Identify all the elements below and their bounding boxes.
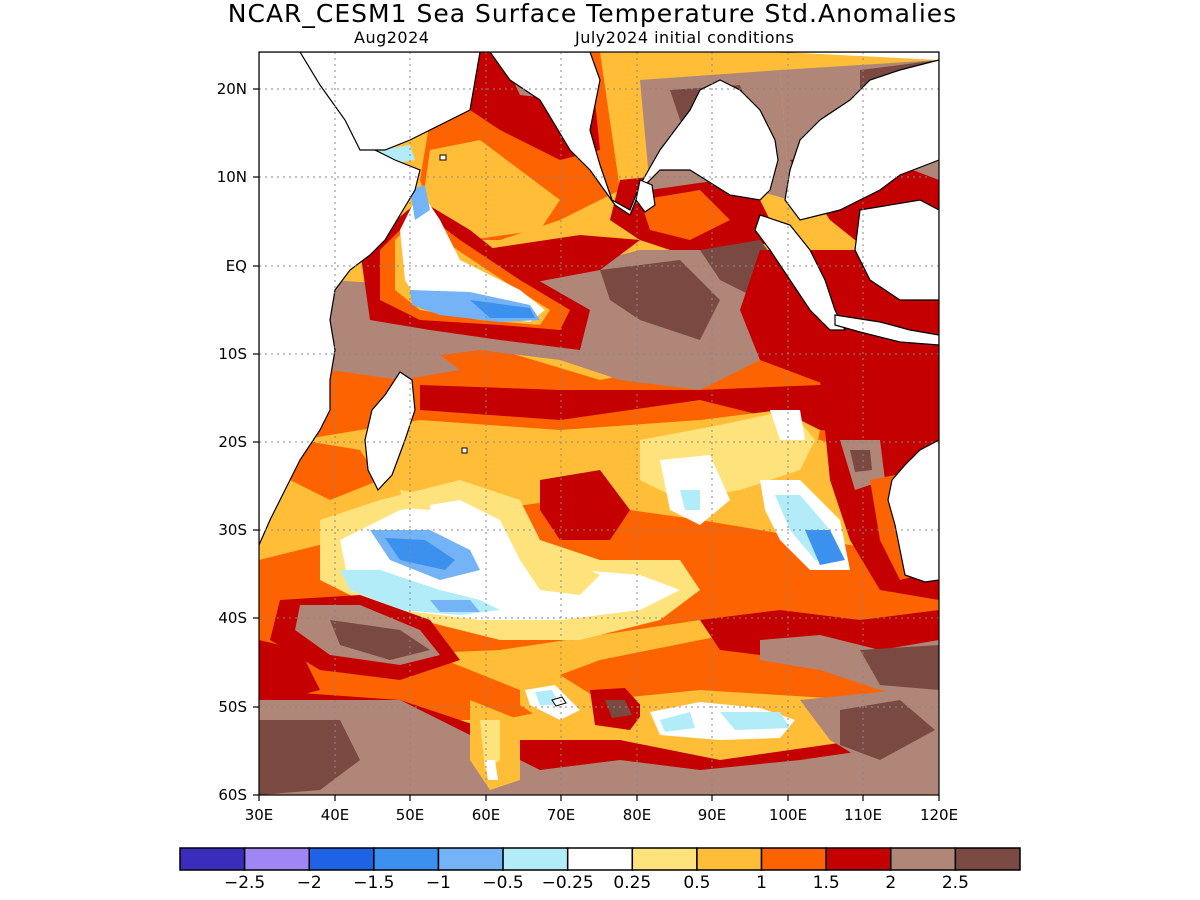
colorbar-label: −0.5 bbox=[482, 873, 523, 893]
lon-label: 110E bbox=[844, 806, 882, 824]
lon-label: 70E bbox=[547, 806, 576, 824]
lat-label: 60S bbox=[218, 786, 247, 804]
gridlines bbox=[259, 52, 939, 795]
lon-label: 90E bbox=[698, 806, 727, 824]
colorbar-swatch bbox=[954, 847, 1021, 871]
colorbar-label: 0.5 bbox=[683, 873, 710, 893]
colorbar-swatch bbox=[437, 847, 504, 871]
lon-label: 100E bbox=[769, 806, 807, 824]
colorbar-swatch bbox=[631, 847, 698, 871]
valid-month-label: Aug2024 bbox=[354, 28, 430, 47]
lon-label: 120E bbox=[920, 806, 958, 824]
colorbar-label: −2 bbox=[297, 873, 322, 893]
lat-label: 10N bbox=[217, 168, 247, 186]
colorbar-label: −1 bbox=[426, 873, 451, 893]
colorbar-swatch bbox=[696, 847, 763, 871]
lon-label: 50E bbox=[396, 806, 425, 824]
colorbar-swatch bbox=[243, 847, 310, 871]
colorbar-label: −1.5 bbox=[353, 873, 394, 893]
colorbar-label: 0.25 bbox=[613, 873, 651, 893]
lon-label: 60E bbox=[472, 806, 501, 824]
chart-title: NCAR_CESM1 Sea Surface Temperature Std.A… bbox=[227, 0, 958, 28]
lon-label: 80E bbox=[623, 806, 652, 824]
lat-label: 50S bbox=[218, 698, 247, 716]
lat-label: 30S bbox=[218, 521, 247, 539]
init-conditions-label: July2024 initial conditions bbox=[575, 28, 795, 47]
colorbar-swatch bbox=[373, 847, 440, 871]
colorbar-swatch bbox=[825, 847, 892, 871]
longitude-labels: 30E 40E 50E 60E 70E 80E 90E 100E 110E 120E bbox=[245, 806, 958, 824]
lon-label: 40E bbox=[321, 806, 350, 824]
colorbar-label: 2.5 bbox=[942, 873, 969, 893]
colorbar-swatch bbox=[502, 847, 569, 871]
colorbar-swatch bbox=[566, 847, 634, 871]
lat-label: 20S bbox=[218, 433, 247, 451]
axis-ticks bbox=[253, 88, 940, 801]
anomaly-field bbox=[259, 52, 939, 795]
lat-label: 40S bbox=[218, 609, 247, 627]
colorbar-swatch bbox=[760, 847, 827, 871]
lat-label: 10S bbox=[218, 345, 247, 363]
colorbar-label: −0.25 bbox=[542, 873, 594, 893]
colorbar-label: 1 bbox=[756, 873, 767, 893]
colorbar-swatch bbox=[179, 847, 246, 871]
map-frame bbox=[258, 51, 940, 796]
lat-label: EQ bbox=[226, 257, 247, 275]
colorbar-swatch bbox=[308, 847, 375, 871]
colorbar-swatch bbox=[890, 847, 957, 871]
colorbar-label: 1.5 bbox=[813, 873, 840, 893]
latitude-labels: 20N 10N EQ 10S 20S 30S 40S 50S 60S bbox=[217, 80, 247, 804]
lon-label: 30E bbox=[245, 806, 274, 824]
colorbar-label: 2 bbox=[885, 873, 896, 893]
colorbar-label: −2.5 bbox=[224, 873, 265, 893]
lat-label: 20N bbox=[217, 80, 247, 98]
colorbar: −2.5 −2 −1.5 −1 −0.5 −0.25 0.25 0.5 1 1.5 2 2.5 bbox=[179, 847, 1021, 893]
